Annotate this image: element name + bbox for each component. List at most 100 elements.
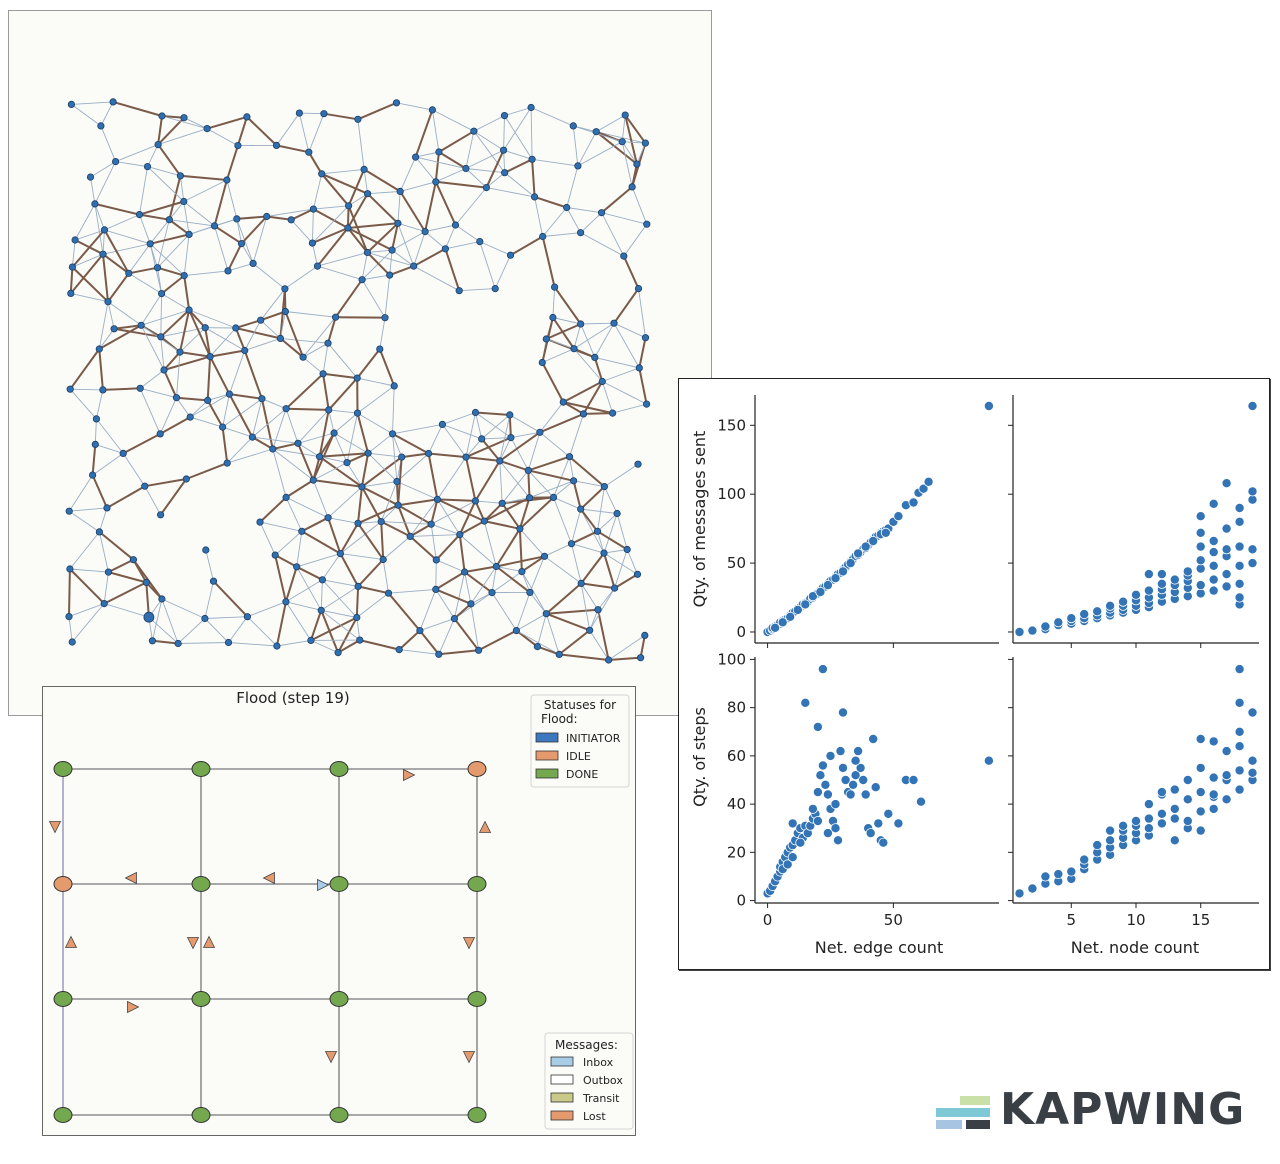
network-node	[99, 250, 107, 258]
network-node	[432, 585, 440, 594]
scatter-point	[1195, 825, 1206, 836]
y-tick-label: 60	[727, 747, 746, 765]
network-edge	[362, 274, 390, 281]
network-edge	[296, 553, 341, 568]
scatter-point	[1195, 588, 1206, 599]
y-tick-label: 80	[727, 699, 746, 717]
grid-edges	[62, 768, 478, 1116]
network-node	[156, 430, 164, 438]
network-edge	[562, 401, 585, 415]
scatter-point	[785, 611, 796, 622]
network-edge	[397, 191, 401, 224]
network-edge	[382, 536, 411, 560]
network-edge	[496, 566, 522, 573]
network-node	[271, 551, 279, 559]
network-edge	[571, 530, 598, 545]
scatter-point	[1182, 794, 1193, 805]
network-edge	[470, 566, 497, 605]
network-node	[282, 405, 290, 413]
network-node	[538, 358, 546, 367]
network-edge	[545, 582, 582, 615]
network-edge	[139, 388, 161, 435]
scatter-point	[1105, 600, 1116, 611]
network-edge	[188, 309, 212, 358]
network-node	[71, 236, 79, 244]
scatter-point	[800, 599, 811, 610]
network-edge	[284, 566, 298, 603]
network-edge	[320, 586, 359, 611]
network-edge	[597, 486, 605, 532]
network-edge	[234, 327, 246, 351]
network-edge	[244, 337, 281, 351]
scatter-point	[1221, 478, 1232, 489]
network-edge	[445, 241, 480, 250]
network-node	[421, 228, 429, 236]
network-edge	[613, 322, 646, 339]
network-edge	[297, 432, 335, 444]
network-edge	[577, 141, 623, 167]
network-node	[232, 324, 240, 332]
scatter-point	[880, 527, 891, 538]
network-edge	[290, 219, 313, 244]
scatter-point	[812, 787, 823, 798]
network-edge	[571, 543, 605, 554]
network-edge	[392, 432, 430, 455]
network-edge	[327, 316, 337, 344]
network-edge	[68, 568, 71, 617]
network-edge	[247, 616, 278, 647]
network-edge	[290, 208, 314, 221]
network-edge	[481, 414, 511, 440]
network-edge	[206, 128, 239, 146]
network-edge	[147, 144, 159, 167]
network-edge	[301, 516, 329, 533]
network-edge	[357, 119, 365, 170]
scatter-point	[868, 535, 879, 546]
network-edge	[359, 639, 400, 651]
network-node	[643, 220, 651, 228]
network-edge	[504, 172, 535, 198]
network-edge	[284, 265, 318, 290]
network-edge	[168, 201, 185, 220]
network-edge	[366, 251, 391, 276]
network-node	[273, 642, 281, 650]
network-edge	[275, 601, 287, 647]
network-edge	[367, 249, 393, 253]
message-marker	[324, 1051, 338, 1064]
network-node	[634, 284, 643, 293]
network-edge	[222, 426, 253, 438]
network-edge	[518, 528, 523, 572]
network-edge	[128, 272, 162, 294]
network-edge	[597, 587, 615, 610]
network-edge	[139, 213, 170, 221]
network-node	[488, 588, 496, 597]
scatter-point	[918, 483, 929, 494]
scatter-point	[923, 476, 934, 487]
network-edge	[276, 112, 300, 146]
network-edge	[103, 581, 147, 605]
network-edge	[357, 486, 363, 524]
network-node	[293, 563, 301, 571]
scatter-point	[1208, 574, 1219, 585]
network-edge	[320, 609, 361, 641]
network-edge	[226, 179, 238, 220]
network-node	[353, 409, 362, 417]
network-edge	[509, 235, 544, 257]
scatter-point	[812, 815, 823, 826]
network-edge	[91, 474, 108, 509]
network-edge	[272, 448, 287, 498]
network-edge	[515, 629, 539, 648]
network-edge	[396, 102, 433, 111]
network-edge	[438, 151, 467, 170]
network-edge	[145, 581, 163, 600]
network-edge	[102, 229, 105, 255]
network-edge	[139, 200, 185, 216]
network-edge	[285, 496, 329, 519]
network-edge	[363, 168, 401, 193]
network-edge	[251, 436, 274, 450]
network-edge	[464, 565, 497, 573]
network-edge	[470, 592, 493, 605]
network-edge	[622, 141, 646, 144]
network-edge	[361, 279, 386, 318]
network-edge	[539, 401, 564, 433]
scatter-point	[840, 774, 851, 785]
